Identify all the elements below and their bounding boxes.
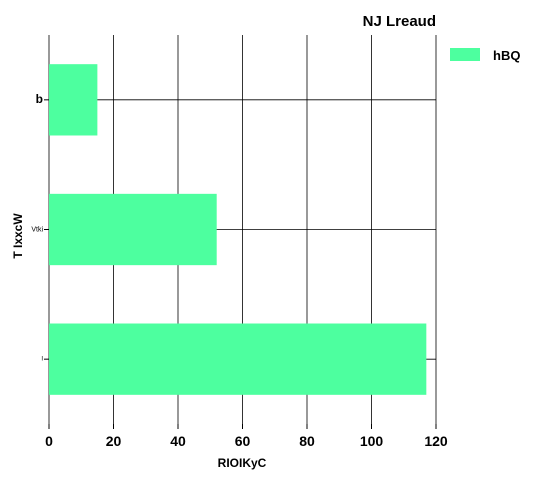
x-tick-label: 100 bbox=[360, 433, 384, 449]
x-axis-ticks: 0 20 40 60 80 100 120 bbox=[45, 424, 448, 449]
x-tick-label: 0 bbox=[45, 433, 53, 449]
bar bbox=[49, 323, 427, 395]
y-tick-label: b bbox=[36, 92, 43, 106]
x-tick-label: 80 bbox=[299, 433, 315, 449]
bars bbox=[49, 64, 427, 395]
y-tick-label: I bbox=[41, 357, 43, 363]
x-axis-label: RIOIKyC bbox=[218, 456, 267, 470]
x-tick-label: 20 bbox=[106, 433, 122, 449]
x-tick-label: 120 bbox=[424, 433, 448, 449]
bar bbox=[49, 64, 98, 136]
x-tick-label: 60 bbox=[235, 433, 251, 449]
legend-swatch bbox=[450, 48, 480, 61]
chart-title: NJ Lreaud bbox=[363, 13, 436, 30]
y-axis-label: T IxxcW bbox=[11, 213, 25, 259]
legend: hBQ bbox=[450, 48, 520, 63]
y-axis-ticks: b Vtki I bbox=[31, 92, 49, 363]
bar bbox=[49, 193, 217, 266]
legend-label: hBQ bbox=[493, 48, 520, 63]
y-tick-label: Vtki bbox=[31, 226, 43, 233]
x-tick-label: 40 bbox=[170, 433, 186, 449]
